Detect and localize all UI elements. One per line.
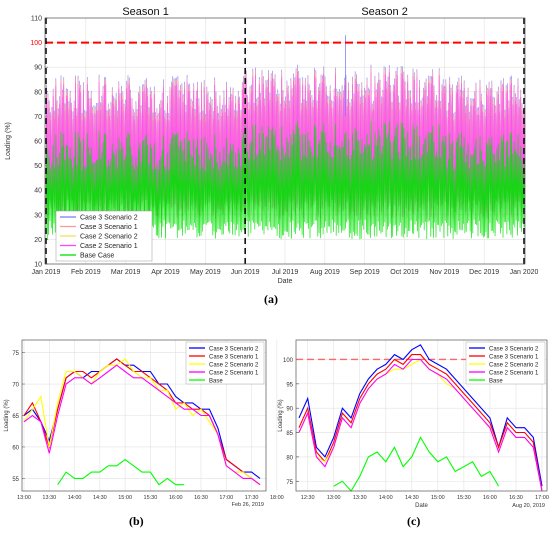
- panel-c-legend-box: [465, 341, 546, 385]
- panel-a-x-tick-label: Jan 2019: [32, 269, 61, 276]
- panel-a-y-tick-label: 20: [34, 237, 42, 244]
- panel-a-x-axis-label: Date: [278, 278, 293, 285]
- panel-b-x-tick-label: 14:00: [68, 495, 82, 501]
- panel-b-y-tick-label: 60: [12, 445, 19, 451]
- panel-b-legend-label: Case 2 Scenario 1: [209, 371, 259, 377]
- panel-a-legend-label: Base Case: [80, 253, 114, 260]
- panel-a-x-tick-label: Feb 2019: [71, 269, 101, 276]
- panel-a-legend-label: Case 3 Scenario 2: [80, 215, 138, 222]
- panel-b-label: (b): [129, 514, 144, 528]
- panel-c-legend-label: Base: [489, 379, 503, 385]
- panel-b-legend-label: Case 3 Scenario 2: [209, 347, 259, 353]
- panel-a-y-tick-label: 90: [34, 65, 42, 72]
- panel-a-x-tick-label: Dec 2019: [469, 269, 499, 276]
- panel-a-label: (a): [264, 292, 278, 306]
- panel-c-y-tick-label: 75: [286, 480, 293, 486]
- panel-a-y-axis-label: Loading (%): [5, 122, 12, 160]
- panel-b-legend-label: Base: [209, 379, 223, 385]
- panel-b-x-tick-label: 15:00: [118, 495, 132, 501]
- panel-a-x-tick-label: Nov 2019: [429, 269, 459, 276]
- panel-b-y-tick-label: 65: [12, 414, 19, 420]
- panel-c-legend-label: Case 3 Scenario 2: [489, 347, 539, 353]
- panel-b-x-tick-label: 14:30: [93, 495, 107, 501]
- panel-b-x-tick-label: 16:00: [169, 495, 183, 501]
- panel-c-x-tick-label: 14:30: [405, 495, 419, 501]
- panel-b-x-tick-label: 16:30: [194, 495, 208, 501]
- panel-c-y-tick-label: 100: [283, 358, 294, 364]
- panel-c-y-tick-label: 80: [286, 455, 293, 461]
- panel-c-y-tick-label: 95: [286, 382, 293, 388]
- panel-b-date-label: Feb 26, 2019: [232, 502, 264, 508]
- panel-b-series-line-4: [57, 458, 185, 486]
- panel-c-y-tick-label: 85: [286, 431, 293, 437]
- panel-c-x-tick-label: 12:30: [301, 495, 315, 501]
- panel-a-legend-label: Case 3 Scenario 1: [80, 224, 138, 231]
- panel-a-x-tick-label: Jan 2020: [510, 269, 539, 276]
- panel-c-chart: 75 80 85 90 95 100 12:30 13:00 13:30 14:00 14:30 15…: [278, 339, 549, 509]
- panel-c-axes-frame: [295, 339, 548, 492]
- panel-a-y-tick-label: 80: [34, 89, 42, 96]
- panel-b-x-tick-label: 15:30: [144, 495, 158, 501]
- panel-c-series-line-1: [298, 354, 543, 492]
- panel-b-x-tick-label: 13:30: [42, 495, 56, 501]
- panel-a-chart: 10 20 30 40 50 60 70 80 90 100 110 Jan 2019 Feb 2019…: [5, 6, 539, 285]
- panel-c-x-tick-label: 13:00: [327, 495, 341, 501]
- panel-b-series-line-3: [23, 364, 261, 486]
- panel-b-legend-box: [185, 341, 265, 385]
- panel-a-legend-label: Case 2 Scenario 2: [80, 234, 138, 241]
- panel-b-y-axis-label: Loading (%): [4, 399, 10, 431]
- panel-c-legend-label: Case 3 Scenario 1: [489, 355, 539, 361]
- panel-b-chart: 55 60 65 70 75 13:00 13:30 14:00 14:30 15:00 15:30…: [4, 339, 284, 508]
- panel-b-x-tick-label: 18:00: [270, 495, 284, 501]
- panel-c-x-tick-label: 15:00: [431, 495, 445, 501]
- panel-a-y-tick-label: 60: [34, 139, 42, 146]
- panel-b-legend-label: Case 3 Scenario 1: [209, 355, 259, 361]
- panel-a-x-tick-label: May 2019: [190, 269, 221, 276]
- panel-a-x-tick-label: Jun 2019: [231, 269, 260, 276]
- panel-a-x-tick-label: Jul 2019: [272, 269, 299, 276]
- panel-c-x-tick-label: 13:30: [353, 495, 367, 501]
- panel-a-axes-frame: [44, 17, 526, 265]
- panel-b-y-tick-label: 75: [12, 351, 19, 357]
- panel-a-legend-label: Case 2 Scenario 1: [80, 243, 138, 250]
- panel-b-y-tick-label: 70: [12, 383, 19, 389]
- panel-a-y-tick-label: 110: [31, 16, 42, 23]
- panel-b-axes-frame: [21, 339, 267, 492]
- panel-c-series-line-3: [298, 358, 543, 492]
- panel-a-season-title: Season 1: [122, 6, 168, 18]
- panel-a-y-tick-label: 30: [34, 212, 42, 219]
- panel-c-y-tick-label: 90: [286, 407, 293, 413]
- panel-a-y-tick-label: 40: [34, 188, 42, 195]
- panel-b-legend-label: Case 2 Scenario 2: [209, 363, 259, 369]
- panel-b-x-tick-label: 13:00: [17, 495, 31, 501]
- panel-c-legend-label: Case 2 Scenario 1: [489, 371, 539, 377]
- panel-a-y-tick-label: 50: [34, 163, 42, 170]
- panel-c-date-label: Aug 20, 2019: [512, 503, 545, 509]
- panel-a-y-tick-label: 10: [34, 262, 42, 269]
- panel-a-x-tick-label: Apr 2019: [151, 269, 180, 276]
- panel-c-x-tick-label: 17:00: [535, 495, 549, 501]
- panel-b-x-tick-label: 17:00: [219, 495, 233, 501]
- panel-c-x-tick-label: 15:30: [457, 495, 471, 501]
- panel-b-y-tick-label: 55: [12, 477, 19, 483]
- panel-a-series-line-4: [45, 121, 525, 240]
- panel-a-x-tick-label: Aug 2019: [310, 269, 340, 276]
- panel-c-x-tick-label: 14:00: [379, 495, 393, 501]
- panel-c-legend-label: Case 2 Scenario 2: [489, 363, 539, 369]
- panel-c-series-line-4: [333, 436, 500, 492]
- panel-c-label: (c): [407, 514, 421, 528]
- panel-a-x-tick-label: Sep 2019: [350, 269, 380, 276]
- panel-a-season-title: Season 2: [361, 6, 407, 18]
- panel-a-y-tick-label: 100: [30, 40, 42, 47]
- panel-c-x-tick-label: 16:00: [483, 495, 497, 501]
- panel-c-x-tick-label: 16:30: [509, 495, 523, 501]
- panel-a-x-tick-label: Mar 2019: [111, 269, 141, 276]
- panel-a-y-tick-label: 70: [34, 114, 42, 121]
- panel-a-x-tick-label: Oct 2019: [390, 269, 419, 276]
- panel-c-x-axis-label: Date: [415, 503, 428, 509]
- panel-b-x-tick-label: 17:30: [245, 495, 259, 501]
- panel-c-y-axis-label: Loading (%): [278, 399, 284, 431]
